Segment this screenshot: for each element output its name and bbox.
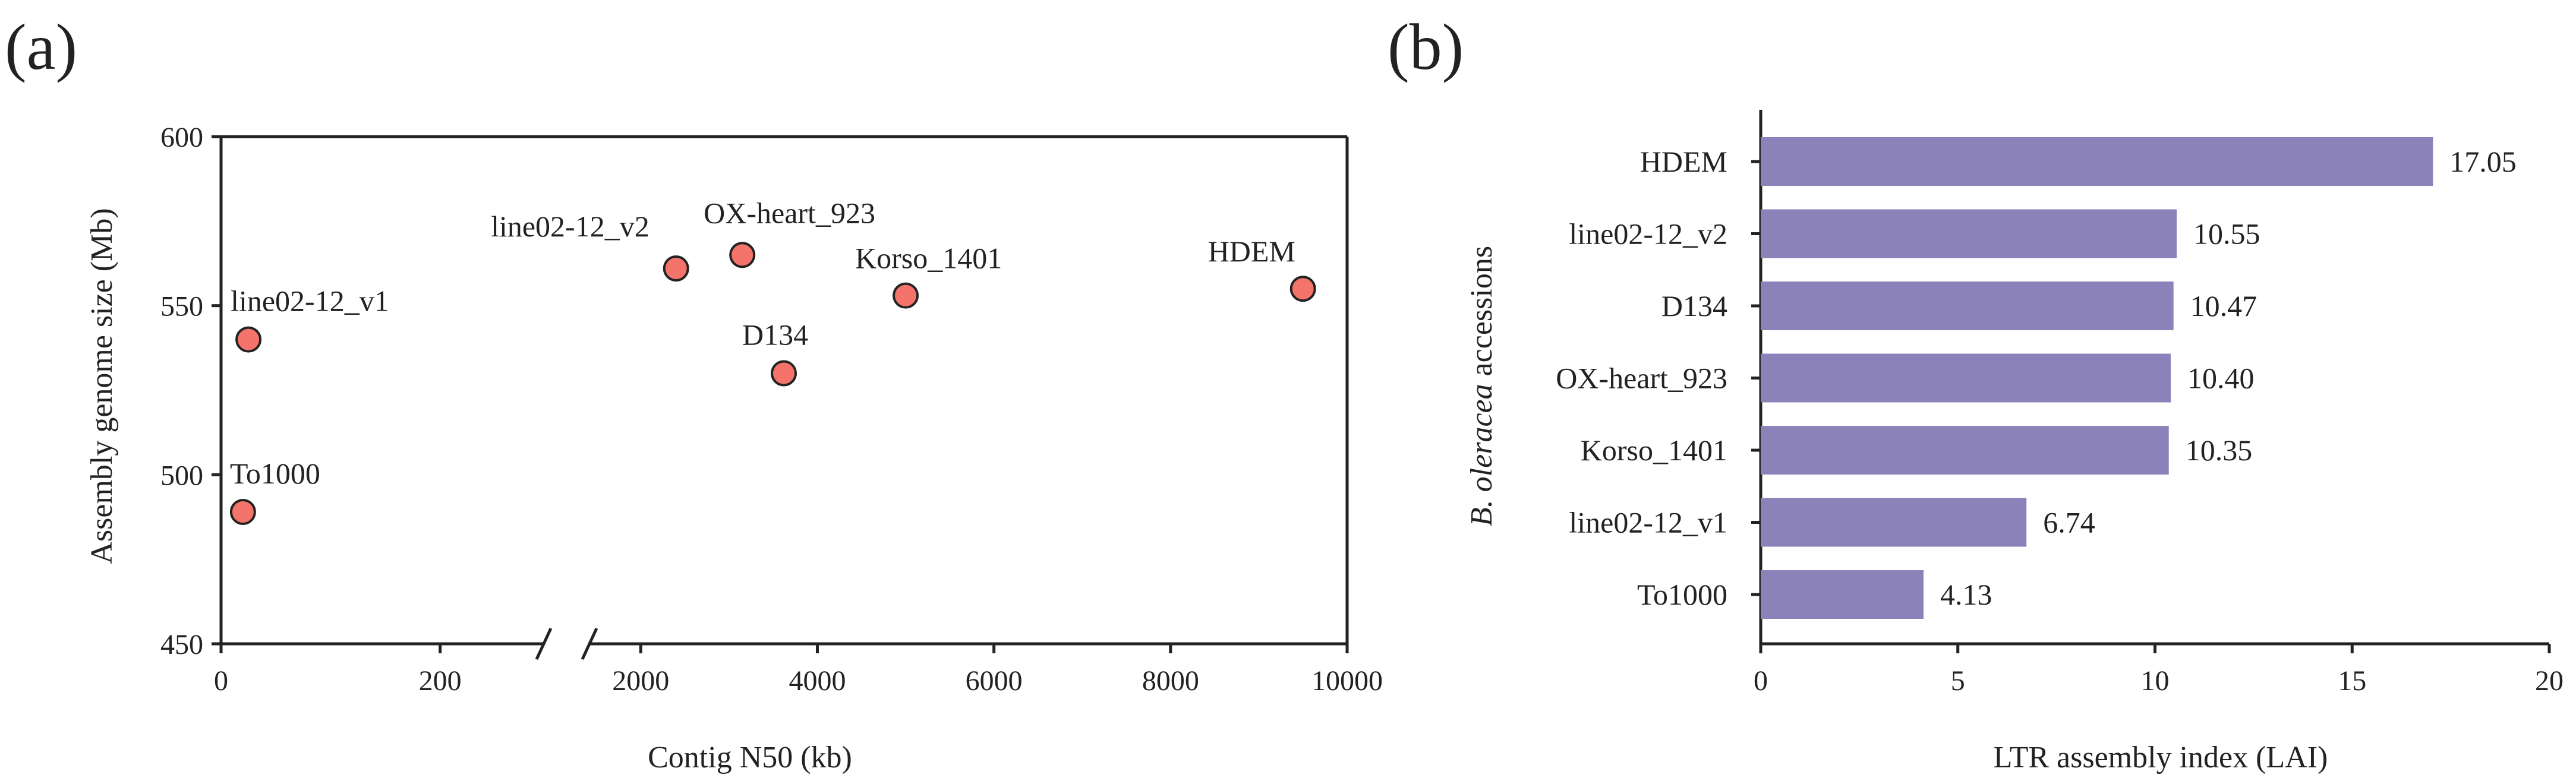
bar-value-label: 10.40 [2187, 362, 2255, 395]
bar-category-label: Korso_1401 [1581, 434, 1727, 467]
bar-category-label: To1000 [1637, 578, 1727, 611]
bar-value-label: 10.55 [2193, 217, 2260, 251]
scatter-x-ticks: 0 200 2000 4000 6000 8000 10000 [214, 644, 1383, 697]
x-tick-label: 2000 [612, 665, 669, 697]
point-label: HDEM [1208, 235, 1295, 268]
bar [1761, 209, 2177, 258]
scatter-y-axis-label: Assembly genome size (Mb) [85, 208, 119, 564]
scatter-point [1289, 276, 1316, 302]
x-tick-label: 6000 [966, 665, 1023, 697]
axis-break-mark [535, 627, 553, 660]
scatter-point [729, 242, 756, 268]
point-label: D134 [742, 318, 808, 352]
axis-break-mark [581, 627, 598, 660]
scatter-point [235, 326, 262, 353]
bar [1761, 353, 2171, 403]
bar-value-label: 17.05 [2449, 145, 2517, 178]
point-label: line02-12_v1 [231, 284, 389, 318]
bar-category-label: line02-12_v1 [1569, 506, 1727, 539]
bar-y-axis-label-italic: B. oleracea [1465, 384, 1499, 526]
bar-value-label: 10.47 [2190, 289, 2257, 322]
bar-x-tick-label: 10 [2141, 665, 2170, 697]
bar-items: HDEM 17.05 line02-12_v2 10.55 D134 10.47 OX-he… [1556, 137, 2517, 619]
point-label: OX-heart_923 [704, 196, 875, 229]
bar [1761, 498, 2027, 547]
scatter-frame [219, 135, 1349, 660]
bar [1761, 570, 1924, 619]
bar-y-axis-label: B. oleracea accessions [1465, 246, 1499, 526]
point-label: line02-12_v2 [491, 210, 649, 243]
bar-x-ticks: 0 5 10 15 20 [1754, 644, 2564, 697]
bar-x-tick-label: 5 [1951, 665, 1965, 697]
bar-chart: 0 5 10 15 20 HDEM 17.05 line02-12_v2 10.55 D134 1… [1465, 110, 2564, 774]
scatter-point [663, 255, 689, 282]
bar-value-label: 6.74 [2043, 506, 2095, 539]
y-tick-label: 500 [160, 460, 203, 491]
point-label: Korso_1401 [855, 242, 1002, 275]
bar-value-label: 10.35 [2186, 434, 2253, 467]
y-tick-label: 550 [160, 291, 203, 322]
bar-x-tick-label: 20 [2535, 665, 2564, 697]
bar-category-label: HDEM [1640, 145, 1727, 178]
bar-category-label: line02-12_v2 [1569, 217, 1727, 251]
scatter-point [893, 282, 919, 309]
x-tick-label: 200 [419, 665, 462, 697]
scatter-point [771, 360, 797, 387]
scatter-points: To1000 line02-12_v1 line02-12_v2 OX-heart_9… [229, 196, 1316, 525]
y-tick-label: 600 [160, 122, 203, 153]
panel-b-label: (b) [1388, 11, 1464, 83]
scatter-y-ticks: 450 500 550 600 [160, 122, 221, 660]
y-tick-label: 450 [160, 629, 203, 660]
x-tick-label: 10000 [1311, 665, 1383, 697]
scatter-chart: 450 500 550 600 0 200 2000 4000 6000 8000 10000 T… [85, 122, 1383, 774]
x-tick-label: 4000 [789, 665, 846, 697]
bar-x-tick-label: 0 [1754, 665, 1768, 697]
bar-category-label: D134 [1661, 289, 1727, 322]
x-tick-label: 0 [214, 665, 228, 697]
bar-x-axis-label: LTR assembly index (LAI) [1994, 741, 2328, 774]
bar-value-label: 4.13 [1940, 578, 1992, 611]
bar [1761, 282, 2174, 330]
x-tick-label: 8000 [1142, 665, 1199, 697]
bar-y-axis-label-rest: accessions [1465, 246, 1499, 384]
bar [1761, 426, 2169, 475]
panel-a-label: (a) [5, 11, 78, 83]
point-label: To1000 [230, 457, 320, 490]
scatter-point [229, 498, 256, 525]
bar-category-label: OX-heart_923 [1556, 362, 1727, 395]
bar [1761, 137, 2433, 186]
bar-x-tick-label: 15 [2338, 665, 2366, 697]
scatter-x-axis-label: Contig N50 (kb) [648, 741, 852, 774]
